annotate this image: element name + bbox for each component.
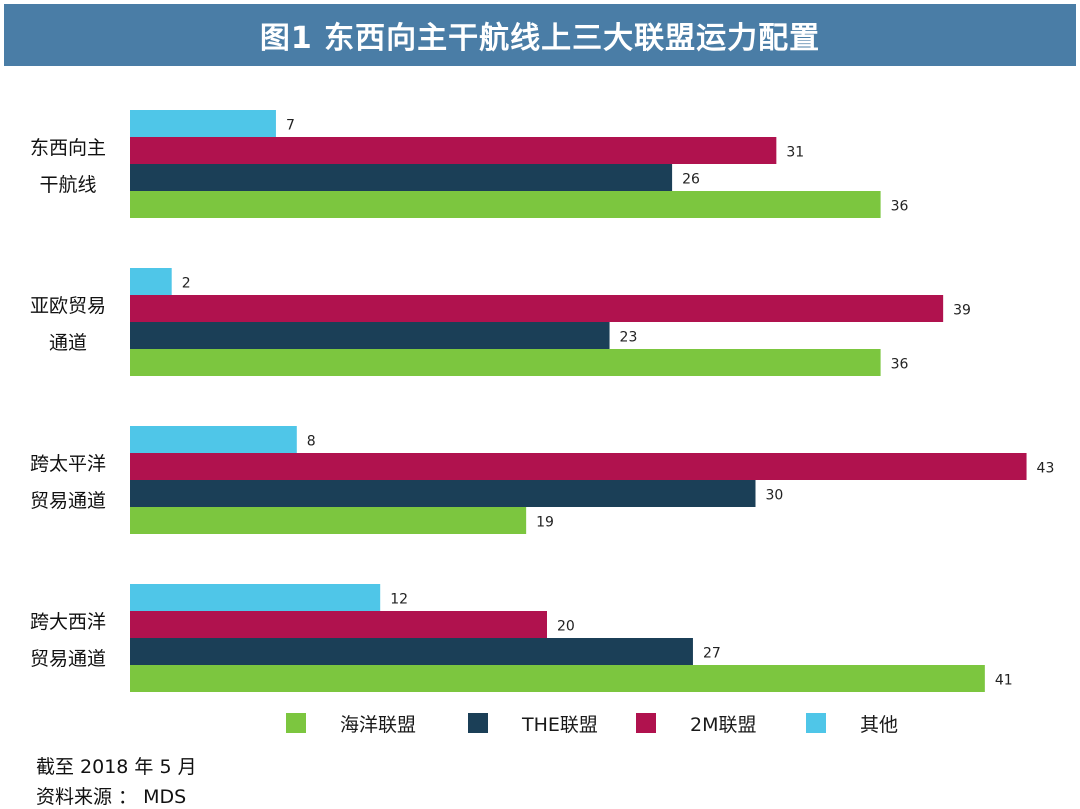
data-label-haiyang-asia-europe: 36 — [891, 357, 909, 373]
legend-item-the: THE联盟 — [468, 708, 598, 738]
data-label-2m-asia-europe: 39 — [953, 303, 971, 319]
bar-haiyang-transatlantic — [130, 665, 985, 692]
footnote-date: 截至 2018 年 5 月 — [36, 756, 197, 778]
data-label-2m-transpacific: 43 — [1037, 461, 1055, 477]
data-label-the-transpacific: 30 — [766, 488, 784, 504]
bar-2m-asia-europe — [130, 295, 944, 322]
legend-swatch-the — [468, 713, 488, 733]
bar-chart: 东西向主干航线 7 31 26 36 亚欧贸易通道 2 39 23 36 跨太平洋贸易通道 8 43 30… — [30, 110, 1055, 692]
data-label-haiyang-transatlantic: 41 — [995, 673, 1013, 689]
data-label-other-asia-europe: 2 — [182, 276, 191, 292]
legend-item-2m: 2M联盟 — [636, 708, 756, 738]
bar-2m-transatlantic — [130, 611, 547, 638]
bar-the-asia-europe — [130, 322, 610, 349]
bar-haiyang-transpacific — [130, 507, 527, 534]
category-label-asia-europe: 亚欧贸易通道 — [30, 295, 106, 354]
bar-the-transatlantic — [130, 638, 693, 665]
chart-title: 图1 东西向主干航线上三大联盟运力配置 — [259, 21, 821, 56]
legend-item-haiyang: 海洋联盟 — [286, 708, 416, 738]
category-label-east-west: 东西向主干航线 — [30, 137, 106, 196]
category-label-transpacific: 跨太平洋贸易通道 — [30, 453, 106, 512]
legend-label-haiyang: 海洋联盟 — [340, 713, 417, 736]
data-label-the-asia-europe: 23 — [620, 330, 638, 346]
bar-other-transpacific — [130, 426, 297, 453]
bar-2m-transpacific — [130, 453, 1027, 480]
bar-haiyang-asia-europe — [130, 349, 881, 376]
bar-the-east-west — [130, 164, 673, 191]
data-label-2m-transatlantic: 20 — [557, 619, 575, 635]
bar-other-east-west — [130, 110, 276, 137]
legend-label-2m: 2M联盟 — [690, 713, 757, 736]
data-label-the-east-west: 26 — [682, 172, 700, 188]
bar-haiyang-east-west — [130, 191, 881, 218]
category-label-transatlantic: 跨大西洋贸易通道 — [30, 611, 106, 670]
data-label-other-transpacific: 8 — [307, 434, 316, 450]
bar-other-asia-europe — [130, 268, 172, 295]
legend-label-other: 其他 — [860, 713, 899, 736]
data-label-other-east-west: 7 — [286, 118, 295, 134]
legend-swatch-other — [806, 713, 826, 733]
legend-swatch-haiyang — [286, 713, 306, 733]
bar-other-transatlantic — [130, 584, 381, 611]
legend-swatch-2m — [636, 713, 656, 733]
bar-the-transpacific — [130, 480, 756, 507]
legend-item-other: 其他 — [806, 708, 898, 738]
title-bar: 图1 东西向主干航线上三大联盟运力配置 — [4, 4, 1076, 66]
data-label-the-transatlantic: 27 — [703, 646, 721, 662]
legend-label-the: THE联盟 — [522, 713, 598, 736]
data-label-2m-east-west: 31 — [786, 145, 804, 161]
footnote-source: 资料来源 ： MDS — [36, 786, 187, 808]
data-label-haiyang-east-west: 36 — [891, 199, 909, 215]
data-label-haiyang-transpacific: 19 — [536, 515, 554, 531]
data-label-other-transatlantic: 12 — [390, 592, 408, 608]
legend: 海洋联盟 THE联盟 2M联盟 其他 — [0, 708, 1080, 738]
bar-2m-east-west — [130, 137, 777, 164]
